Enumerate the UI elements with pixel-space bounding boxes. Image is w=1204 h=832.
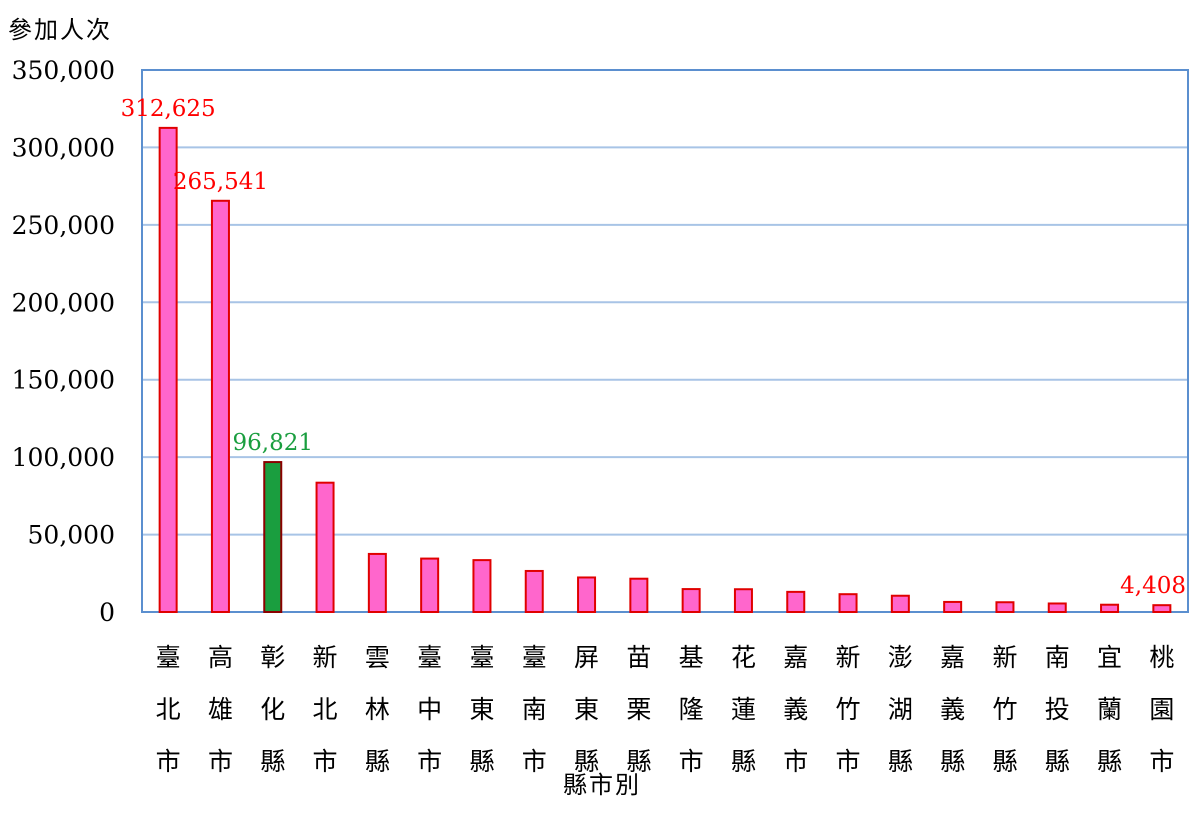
x-tick-label: 南投縣 <box>1045 643 1070 776</box>
x-tick-label: 基隆市 <box>679 643 704 776</box>
x-tick-label: 苗栗縣 <box>626 643 651 776</box>
bar-8 <box>578 577 595 612</box>
x-tick-label: 桃園市 <box>1149 643 1174 776</box>
bar-16 <box>996 602 1013 612</box>
data-label: 312,625 <box>121 96 216 122</box>
x-tick-label: 澎湖縣 <box>888 643 913 776</box>
bar-10 <box>683 589 700 612</box>
y-tick-label: 250,000 <box>12 211 115 240</box>
x-tick-label: 臺北市 <box>156 643 181 776</box>
x-tick-label: 高雄市 <box>208 643 233 776</box>
bar-2 <box>264 462 281 612</box>
bar-1 <box>212 201 229 612</box>
bar-18 <box>1101 605 1118 612</box>
y-tick-label: 50,000 <box>28 521 115 550</box>
bar-5 <box>421 559 438 612</box>
bar-3 <box>317 483 334 612</box>
x-tick-label: 嘉義縣 <box>940 643 965 776</box>
x-tick-label: 花蓮縣 <box>731 643 756 776</box>
x-tick-label: 彰化縣 <box>260 643 285 776</box>
y-tick-label: 150,000 <box>12 366 115 395</box>
bar-7 <box>526 571 543 612</box>
y-tick-label: 200,000 <box>12 288 115 317</box>
x-tick-label: 新北市 <box>313 643 338 776</box>
data-label: 265,541 <box>173 169 268 195</box>
bar-15 <box>944 602 961 612</box>
x-axis-title: 縣市別 <box>0 765 1204 800</box>
x-tick-label: 宜蘭縣 <box>1097 643 1122 776</box>
bar-0 <box>160 128 177 612</box>
bar-17 <box>1049 603 1066 612</box>
data-label: 4,408 <box>1120 573 1186 599</box>
data-label: 96,821 <box>233 430 313 456</box>
bar-12 <box>787 592 804 612</box>
plot-area-border <box>142 70 1188 612</box>
y-tick-label: 0 <box>99 598 115 627</box>
bar-9 <box>630 579 647 612</box>
x-tick-label: 新竹縣 <box>992 643 1017 776</box>
x-tick-label: 新竹市 <box>836 643 861 776</box>
y-tick-label: 300,000 <box>12 133 115 162</box>
x-tick-label: 臺中市 <box>417 643 442 776</box>
bar-11 <box>735 589 752 612</box>
bar-19 <box>1153 605 1170 612</box>
bar-4 <box>369 554 386 612</box>
x-tick-label: 雲林縣 <box>365 643 390 776</box>
x-tick-label: 臺東縣 <box>469 643 494 776</box>
x-tick-label: 臺南市 <box>522 643 547 776</box>
x-tick-label: 屏東縣 <box>574 643 599 776</box>
bar-6 <box>473 560 490 612</box>
y-tick-label: 350,000 <box>12 56 115 85</box>
bar-14 <box>892 596 909 612</box>
x-tick-label: 嘉義市 <box>783 643 808 776</box>
bar-13 <box>840 594 857 612</box>
y-tick-label: 100,000 <box>12 443 115 472</box>
